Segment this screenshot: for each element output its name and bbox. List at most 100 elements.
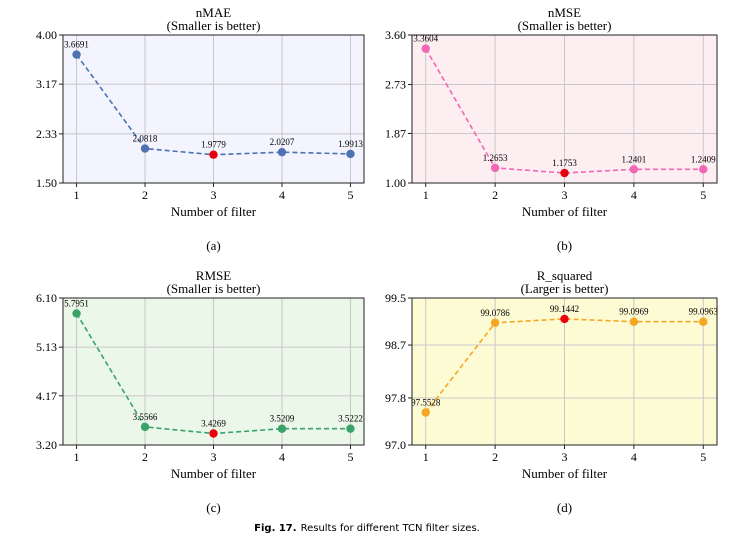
y-tick-label: 2.33 xyxy=(36,127,57,141)
x-tick-label: 3 xyxy=(211,450,217,464)
data-label: 3.3604 xyxy=(413,34,438,44)
data-point xyxy=(72,50,81,59)
data-label: 99.1442 xyxy=(550,304,579,314)
chart-panel-3: 3.20 4.17 5.13 6.10 1 2 3 4 5 RMSE(Smaller is bet… xyxy=(36,268,365,515)
data-label: 5.7951 xyxy=(64,298,89,308)
y-tick-label: 97.0 xyxy=(385,438,406,452)
x-axis-label: Number of filter xyxy=(171,466,257,481)
best-data-point xyxy=(560,314,569,324)
x-tick-label: 2 xyxy=(142,450,148,464)
x-tick-label: 2 xyxy=(492,450,498,464)
data-label: 3.5566 xyxy=(133,412,158,422)
chart-panel-2: 1.00 1.87 2.73 3.60 1 2 3 4 5 nMSE(Smaller is bet… xyxy=(385,5,718,253)
y-tick-label: 4.17 xyxy=(36,389,57,403)
caption-text: Results for different TCN filter sizes. xyxy=(300,523,480,534)
chart-title: nMAE xyxy=(196,5,231,20)
chart-title: R_squared xyxy=(537,268,593,283)
panel-label: (d) xyxy=(557,500,572,515)
data-label: 1.2409 xyxy=(691,154,716,164)
chart-title: RMSE xyxy=(196,268,231,283)
data-label: 97.5528 xyxy=(411,397,441,407)
x-tick-label: 5 xyxy=(700,188,706,202)
series-line xyxy=(425,48,704,174)
x-tick-label: 3 xyxy=(562,188,568,202)
data-label: 3.5209 xyxy=(270,414,295,424)
data-point xyxy=(490,318,500,327)
caption-label: Fig. 17. xyxy=(254,523,297,534)
y-tick-label: 6.10 xyxy=(36,291,57,305)
x-tick-label: 4 xyxy=(279,188,285,202)
data-point xyxy=(699,165,708,174)
y-tick-label: 97.8 xyxy=(385,391,406,405)
y-tick-label: 5.13 xyxy=(36,340,57,354)
y-tick-label: 1.87 xyxy=(385,126,406,140)
data-point xyxy=(72,309,81,318)
data-label: 1.1753 xyxy=(552,158,577,168)
chart-panel-4: 97.0 97.8 98.7 99.5 1 2 3 4 5 R_squared(Larger is… xyxy=(385,268,718,515)
chart-panel-1: 1.50 2.33 3.17 4.00 1 2 3 4 5 nMAE(Smaller is bet… xyxy=(36,5,365,253)
x-tick-label: 5 xyxy=(347,188,353,202)
panel-label: (c) xyxy=(206,500,220,515)
data-label: 3.4269 xyxy=(201,418,226,428)
x-tick-label: 2 xyxy=(142,188,148,202)
x-tick-label: 4 xyxy=(279,450,285,464)
data-label: 1.9779 xyxy=(201,140,226,150)
x-axis-label: Number of filter xyxy=(522,204,608,219)
x-axis-label: Number of filter xyxy=(171,204,257,219)
data-point xyxy=(699,317,708,326)
x-tick-label: 5 xyxy=(700,450,706,464)
figure-caption: Fig. 17. Results for different TCN filter… xyxy=(0,523,734,534)
data-point xyxy=(140,144,150,153)
y-tick-label: 3.20 xyxy=(36,438,57,452)
x-axis-label: Number of filter xyxy=(522,466,608,481)
data-label: 3.6691 xyxy=(64,40,89,50)
data-point xyxy=(277,424,287,433)
data-label: 1.9913 xyxy=(338,139,363,149)
panel-label: (a) xyxy=(206,238,220,253)
y-tick-label: 3.60 xyxy=(385,28,406,42)
x-tick-label: 1 xyxy=(74,450,80,464)
data-point xyxy=(490,163,500,173)
chart-subtitle: (Smaller is better) xyxy=(167,18,261,33)
x-tick-label: 1 xyxy=(423,450,429,464)
x-tick-label: 4 xyxy=(631,450,637,464)
data-label: 3.5222 xyxy=(338,414,363,424)
data-point xyxy=(629,317,639,326)
data-label: 1.2401 xyxy=(622,154,647,164)
data-point xyxy=(421,408,430,417)
data-point xyxy=(629,165,639,174)
chart-subtitle: (Smaller is better) xyxy=(518,18,612,33)
chart-subtitle: (Larger is better) xyxy=(521,281,609,296)
data-label: 2.0818 xyxy=(133,134,158,144)
data-point xyxy=(277,147,287,157)
x-tick-label: 4 xyxy=(631,188,637,202)
y-tick-label: 3.17 xyxy=(36,77,57,91)
data-label: 99.0969 xyxy=(619,307,649,317)
x-tick-label: 3 xyxy=(211,188,217,202)
data-label: 99.0963 xyxy=(689,307,719,317)
panel-label: (b) xyxy=(557,238,572,253)
y-tick-label: 99.5 xyxy=(385,291,406,305)
x-tick-label: 3 xyxy=(562,450,568,464)
chart-title: nMSE xyxy=(548,5,581,20)
y-tick-label: 98.7 xyxy=(385,338,406,352)
x-tick-label: 1 xyxy=(74,188,80,202)
y-tick-label: 1.50 xyxy=(36,176,57,190)
data-point xyxy=(140,422,150,432)
y-tick-label: 2.73 xyxy=(385,78,406,92)
x-tick-label: 2 xyxy=(492,188,498,202)
data-label: 99.0786 xyxy=(480,308,510,318)
chart-subtitle: (Smaller is better) xyxy=(167,281,261,296)
best-data-point xyxy=(209,429,218,438)
x-tick-label: 1 xyxy=(423,188,429,202)
data-label: 2.0207 xyxy=(270,137,295,147)
y-tick-label: 1.00 xyxy=(385,176,406,190)
data-point xyxy=(346,149,355,159)
best-data-point xyxy=(209,150,218,159)
x-tick-label: 5 xyxy=(347,450,353,464)
y-tick-label: 4.00 xyxy=(36,28,57,42)
data-point xyxy=(421,44,430,53)
series-line xyxy=(425,318,704,413)
best-data-point xyxy=(560,168,569,178)
